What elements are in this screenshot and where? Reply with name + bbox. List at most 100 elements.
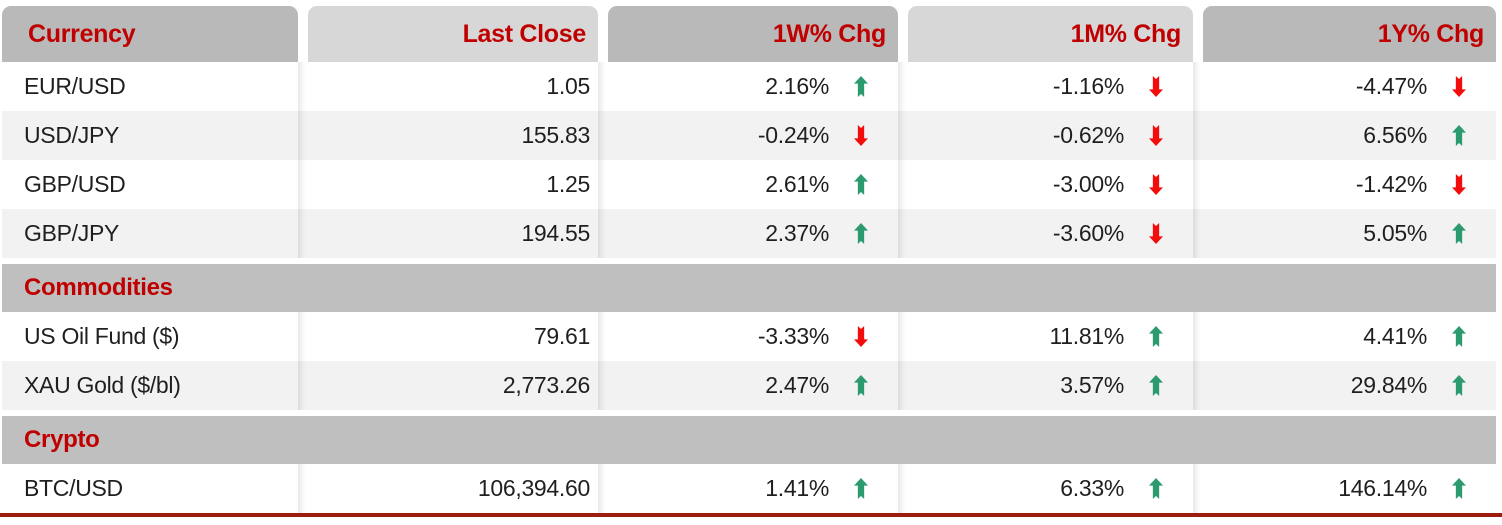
column-gutter	[598, 361, 608, 410]
column-gutter	[1193, 62, 1203, 111]
column-gutter	[298, 209, 308, 258]
chg-1m-cell: -1.16%	[908, 62, 1193, 111]
column-gutter	[598, 160, 608, 209]
column-gutter	[298, 111, 308, 160]
instrument-name: GBP/USD	[2, 160, 298, 209]
column-gutter	[898, 209, 908, 258]
up-arrow-icon	[1452, 222, 1466, 245]
table-row-btc-usd: BTC/USD 106,394.60 1.41% 6.33% 146.14%	[2, 464, 1496, 513]
column-gutter	[1193, 160, 1203, 209]
last-close-value: 155.83	[308, 111, 598, 160]
column-gutter	[898, 6, 908, 62]
chg-1m-value: 11.81%	[1049, 323, 1125, 349]
column-gutter	[298, 464, 308, 513]
column-gutter	[1193, 312, 1203, 361]
up-arrow-icon	[854, 222, 868, 245]
chg-1m-cell: 11.81%	[908, 312, 1193, 361]
chg-1w-cell: 2.47%	[608, 361, 898, 410]
column-gutter	[898, 312, 908, 361]
table-row-gbp-usd: GBP/USD 1.25 2.61% -3.00% -1.42%	[2, 160, 1496, 209]
chg-1w-value: 2.37%	[765, 220, 829, 246]
chg-1m-value: -3.00%	[1052, 171, 1124, 197]
chg-1w-cell: -3.33%	[608, 312, 898, 361]
column-gutter	[298, 160, 308, 209]
chg-1y-cell: -1.42%	[1203, 160, 1496, 209]
down-arrow-icon	[1149, 124, 1163, 147]
column-gutter	[298, 62, 308, 111]
chg-1y-cell: 146.14%	[1203, 464, 1496, 513]
column-gutter	[898, 361, 908, 410]
column-gutter	[1193, 464, 1203, 513]
chg-1m-value: 6.33%	[1060, 475, 1124, 501]
column-header-currency: Currency	[2, 6, 298, 62]
up-arrow-icon	[1149, 374, 1163, 397]
chg-1w-value: 1.41%	[765, 475, 829, 501]
chg-1y-value: 29.84%	[1350, 372, 1428, 398]
section-label: Commodities	[24, 274, 173, 301]
chg-1m-value: -0.62%	[1052, 122, 1124, 148]
chg-1y-cell: 4.41%	[1203, 312, 1496, 361]
chg-1m-value: 3.57%	[1060, 372, 1124, 398]
column-gutter	[898, 62, 908, 111]
chg-1w-cell: 2.37%	[608, 209, 898, 258]
chg-1y-cell: 5.05%	[1203, 209, 1496, 258]
column-header-last-close: Last Close	[308, 6, 598, 62]
chg-1m-value: -1.16%	[1052, 73, 1124, 99]
last-close-value: 79.61	[308, 312, 598, 361]
chg-1y-value: -1.42%	[1355, 171, 1427, 197]
chg-1y-value: 4.41%	[1363, 323, 1427, 349]
chg-1y-value: -4.47%	[1355, 73, 1427, 99]
column-header-1y-chg: 1Y% Chg	[1203, 6, 1496, 62]
up-arrow-icon	[1452, 325, 1466, 348]
instrument-name: XAU Gold ($/bl)	[2, 361, 298, 410]
column-gutter	[898, 464, 908, 513]
down-arrow-icon	[1149, 173, 1163, 196]
section-header-commodities: Commodities	[2, 264, 1496, 312]
chg-1m-cell: -3.00%	[908, 160, 1193, 209]
last-close-value: 106,394.60	[308, 464, 598, 513]
column-header-1w-chg: 1W% Chg	[608, 6, 898, 62]
chg-1m-value: -3.60%	[1052, 220, 1124, 246]
column-gutter	[1193, 6, 1203, 62]
chg-1y-cell: 29.84%	[1203, 361, 1496, 410]
up-arrow-icon	[854, 477, 868, 500]
section-label: Crypto	[24, 426, 100, 453]
instrument-name: USD/JPY	[2, 111, 298, 160]
instrument-name: GBP/JPY	[2, 209, 298, 258]
column-gutter	[298, 6, 308, 62]
column-header-1m-chg: 1M% Chg	[908, 6, 1193, 62]
up-arrow-icon	[854, 374, 868, 397]
up-arrow-icon	[1452, 477, 1466, 500]
column-gutter	[598, 6, 608, 62]
column-gutter	[598, 62, 608, 111]
up-arrow-icon	[1149, 325, 1163, 348]
chg-1y-value: 5.05%	[1363, 220, 1427, 246]
down-arrow-icon	[1452, 173, 1466, 196]
down-arrow-icon	[854, 124, 868, 147]
down-arrow-icon	[1149, 75, 1163, 98]
chg-1m-cell: 3.57%	[908, 361, 1193, 410]
chg-1w-cell: 2.16%	[608, 62, 898, 111]
last-close-value: 2,773.26	[308, 361, 598, 410]
instrument-name: US Oil Fund ($)	[2, 312, 298, 361]
table-row-usd-jpy: USD/JPY 155.83 -0.24% -0.62% 6.56%	[2, 111, 1496, 160]
up-arrow-icon	[1149, 477, 1163, 500]
chg-1w-value: -0.24%	[757, 122, 829, 148]
instrument-name: BTC/USD	[2, 464, 298, 513]
chg-1w-cell: 1.41%	[608, 464, 898, 513]
chg-1y-cell: 6.56%	[1203, 111, 1496, 160]
last-close-value: 194.55	[308, 209, 598, 258]
column-gutter	[898, 111, 908, 160]
column-gutter	[298, 361, 308, 410]
table-row-us-oil-fund: US Oil Fund ($) 79.61 -3.33% 11.81% 4.41…	[2, 312, 1496, 361]
column-gutter	[1193, 111, 1203, 160]
last-close-value: 1.25	[308, 160, 598, 209]
down-arrow-icon	[1452, 75, 1466, 98]
column-gutter	[598, 312, 608, 361]
table-row-eur-usd: EUR/USD 1.05 2.16% -1.16% -4.47%	[2, 62, 1496, 111]
chg-1w-value: 2.47%	[765, 372, 829, 398]
column-gutter	[1193, 361, 1203, 410]
chg-1m-cell: -0.62%	[908, 111, 1193, 160]
chg-1y-value: 6.56%	[1363, 122, 1427, 148]
